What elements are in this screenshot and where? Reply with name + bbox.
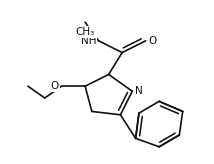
Text: CH₃: CH₃: [76, 27, 95, 37]
Text: N: N: [135, 86, 143, 96]
Text: O: O: [51, 81, 59, 91]
Text: NH: NH: [80, 36, 96, 46]
Text: O: O: [148, 36, 156, 46]
